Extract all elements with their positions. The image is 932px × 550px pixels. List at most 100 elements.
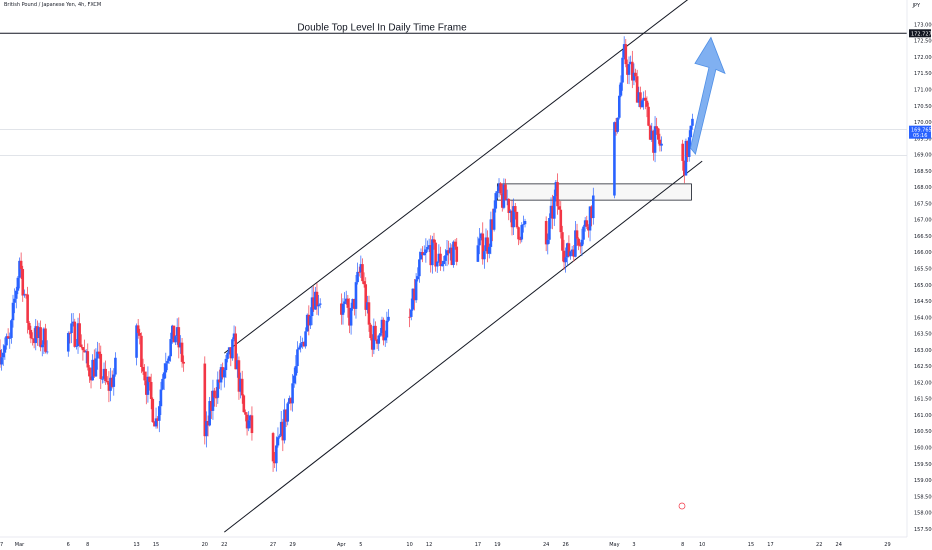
candle[interactable] [112,368,116,396]
candle[interactable] [143,364,146,386]
candle[interactable] [683,160,686,184]
candle[interactable] [92,349,96,378]
candle[interactable] [210,390,213,419]
candle[interactable] [66,331,70,357]
candle[interactable] [288,395,291,405]
candle[interactable] [634,68,637,83]
candle[interactable] [42,327,46,355]
candle[interactable] [354,275,358,319]
candle[interactable] [346,294,350,318]
candle[interactable] [218,369,221,389]
candle[interactable] [614,117,618,136]
candle[interactable] [294,355,298,385]
candle[interactable] [572,245,576,262]
candle[interactable] [136,318,140,339]
candle[interactable] [73,318,77,348]
candle[interactable] [484,228,488,252]
candle[interactable] [632,63,636,86]
candle[interactable] [629,55,632,65]
candle[interactable] [574,221,577,258]
candle[interactable] [548,213,551,244]
candle[interactable] [439,246,442,271]
candle[interactable] [411,288,415,311]
candle[interactable] [357,266,361,277]
candle[interactable] [114,352,117,377]
candle[interactable] [31,332,34,346]
candle[interactable] [500,183,504,212]
candle[interactable] [226,351,229,363]
candle[interactable] [642,91,645,110]
candle[interactable] [523,218,527,228]
candle[interactable] [479,232,483,241]
candle[interactable] [278,433,281,439]
candle[interactable] [374,321,377,342]
candle[interactable] [681,139,684,171]
candle[interactable] [149,373,153,410]
candle[interactable] [588,206,592,242]
candle[interactable] [99,345,103,389]
candle[interactable] [440,260,444,267]
candle[interactable] [182,355,185,372]
candle[interactable] [559,201,563,239]
candle[interactable] [3,337,7,360]
candle[interactable] [221,362,224,380]
candle[interactable] [617,84,621,120]
candle[interactable] [504,178,507,201]
candle[interactable] [247,411,250,432]
candle[interactable] [650,122,654,143]
candle[interactable] [522,215,525,233]
candle[interactable] [227,347,231,355]
candle[interactable] [21,265,25,302]
candle[interactable] [18,257,21,289]
candle[interactable] [297,345,301,351]
candle[interactable] [414,273,418,303]
candle[interactable] [29,325,33,344]
candle[interactable] [286,401,290,426]
candle[interactable] [554,180,558,202]
candle[interactable] [11,294,15,328]
candle[interactable] [13,288,16,314]
candle[interactable] [315,283,319,315]
candle[interactable] [361,258,364,284]
candle[interactable] [487,243,491,259]
candle[interactable] [343,292,346,313]
candle[interactable] [309,307,312,330]
candle[interactable] [648,124,652,141]
candle[interactable] [442,256,446,272]
candle[interactable] [580,228,584,257]
candle[interactable] [639,86,642,110]
symbol-title[interactable]: British Pound / Japanese Yen, 4h, FXCM [4,2,102,8]
candle[interactable] [427,238,431,252]
candle[interactable] [367,295,371,332]
candle[interactable] [27,321,31,335]
candle[interactable] [565,242,569,266]
candle[interactable] [569,250,572,260]
candle[interactable] [5,333,8,350]
candle[interactable] [512,198,515,235]
candle[interactable] [413,278,416,311]
candle[interactable] [79,334,83,349]
candle[interactable] [289,397,293,411]
candle[interactable] [366,295,369,314]
channel-lower-line[interactable] [224,160,703,533]
candle[interactable] [655,117,658,135]
candle[interactable] [557,199,561,210]
candle[interactable] [575,223,579,246]
candle[interactable] [291,374,294,412]
candle[interactable] [431,235,434,274]
candle[interactable] [551,194,554,230]
candle[interactable] [140,332,143,374]
candle[interactable] [83,339,86,353]
candle[interactable] [245,412,249,436]
candle[interactable] [312,286,316,312]
candle[interactable] [162,363,166,391]
candle[interactable] [223,367,226,388]
candle[interactable] [317,295,320,316]
candle[interactable] [170,324,174,344]
candle[interactable] [249,414,252,429]
candle[interactable] [153,421,156,427]
candle[interactable] [344,290,348,305]
candle[interactable] [216,371,220,404]
candle[interactable] [305,313,309,332]
